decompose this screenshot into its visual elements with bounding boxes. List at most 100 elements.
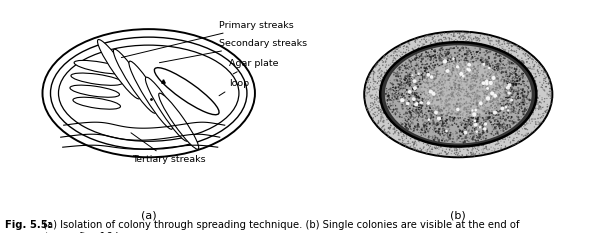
Point bbox=[422, 98, 432, 101]
Point bbox=[415, 140, 424, 144]
Point bbox=[518, 72, 527, 75]
Point bbox=[437, 86, 447, 90]
Point bbox=[494, 121, 504, 124]
Point bbox=[467, 130, 477, 133]
Point bbox=[431, 76, 441, 80]
Point bbox=[492, 118, 501, 121]
Point bbox=[365, 87, 375, 90]
Point bbox=[454, 136, 464, 140]
Point bbox=[447, 93, 457, 96]
Point bbox=[399, 86, 409, 90]
Point bbox=[375, 96, 384, 100]
Point bbox=[452, 67, 462, 71]
Point bbox=[365, 75, 375, 79]
Point bbox=[413, 100, 423, 104]
Point bbox=[498, 62, 508, 66]
Point bbox=[396, 74, 405, 78]
Point bbox=[519, 79, 529, 83]
Point bbox=[454, 40, 464, 44]
Point bbox=[481, 118, 491, 122]
Point bbox=[420, 69, 430, 73]
Point bbox=[521, 108, 531, 112]
Point bbox=[467, 38, 476, 41]
Point bbox=[489, 118, 499, 122]
Point bbox=[438, 90, 447, 94]
Point bbox=[453, 102, 463, 106]
Point bbox=[508, 75, 518, 79]
Point bbox=[509, 88, 518, 92]
Point bbox=[472, 120, 482, 124]
Point bbox=[385, 79, 395, 82]
Point bbox=[441, 104, 451, 108]
Point bbox=[507, 107, 517, 111]
Point bbox=[522, 60, 532, 64]
Point bbox=[489, 79, 498, 82]
Point bbox=[405, 66, 415, 70]
Point bbox=[403, 41, 413, 45]
Point bbox=[458, 80, 467, 83]
Point bbox=[377, 111, 387, 115]
Point bbox=[520, 95, 529, 98]
Point bbox=[510, 77, 520, 81]
Point bbox=[424, 123, 434, 126]
Point bbox=[427, 85, 437, 89]
Point bbox=[470, 154, 480, 158]
Point bbox=[466, 78, 476, 82]
Point bbox=[430, 122, 439, 126]
Point bbox=[424, 34, 434, 38]
Point bbox=[409, 101, 418, 105]
Point bbox=[510, 70, 520, 73]
Point bbox=[483, 97, 492, 101]
Point bbox=[515, 74, 525, 77]
Point bbox=[513, 73, 523, 77]
Point bbox=[464, 74, 474, 78]
Point bbox=[426, 58, 435, 62]
Point bbox=[517, 91, 527, 95]
Point bbox=[394, 66, 404, 69]
Point bbox=[471, 103, 481, 106]
Point bbox=[418, 104, 427, 107]
Point bbox=[443, 70, 453, 74]
Point bbox=[443, 52, 453, 56]
Point bbox=[455, 130, 464, 134]
Point bbox=[439, 90, 449, 93]
Point bbox=[485, 132, 495, 135]
Point bbox=[494, 124, 504, 128]
Point bbox=[443, 131, 452, 135]
Point bbox=[400, 138, 410, 142]
Point bbox=[420, 35, 430, 39]
Point bbox=[457, 153, 467, 157]
Point bbox=[470, 74, 480, 78]
Point bbox=[540, 76, 550, 80]
Point bbox=[456, 113, 466, 117]
Point bbox=[491, 113, 501, 117]
Point bbox=[390, 111, 400, 115]
Point bbox=[444, 39, 454, 43]
Point bbox=[467, 123, 477, 126]
Point bbox=[498, 70, 508, 74]
Point bbox=[410, 93, 420, 97]
Point bbox=[412, 64, 421, 68]
Point bbox=[422, 34, 432, 38]
Point bbox=[408, 87, 418, 91]
Point bbox=[426, 104, 436, 108]
Point bbox=[393, 73, 403, 77]
Point bbox=[426, 74, 436, 77]
Point bbox=[369, 85, 379, 89]
Point bbox=[427, 98, 437, 102]
Point bbox=[395, 86, 404, 90]
Point bbox=[498, 137, 507, 141]
Point bbox=[426, 42, 435, 45]
Point bbox=[545, 78, 555, 82]
Point bbox=[439, 133, 449, 137]
Point bbox=[404, 114, 413, 118]
Point bbox=[424, 94, 434, 98]
Point bbox=[497, 124, 506, 128]
Point bbox=[395, 115, 404, 119]
Point bbox=[371, 97, 381, 101]
Point bbox=[446, 46, 456, 50]
Point bbox=[504, 81, 514, 85]
Point bbox=[490, 122, 500, 126]
Point bbox=[483, 60, 493, 64]
Point bbox=[519, 134, 529, 138]
